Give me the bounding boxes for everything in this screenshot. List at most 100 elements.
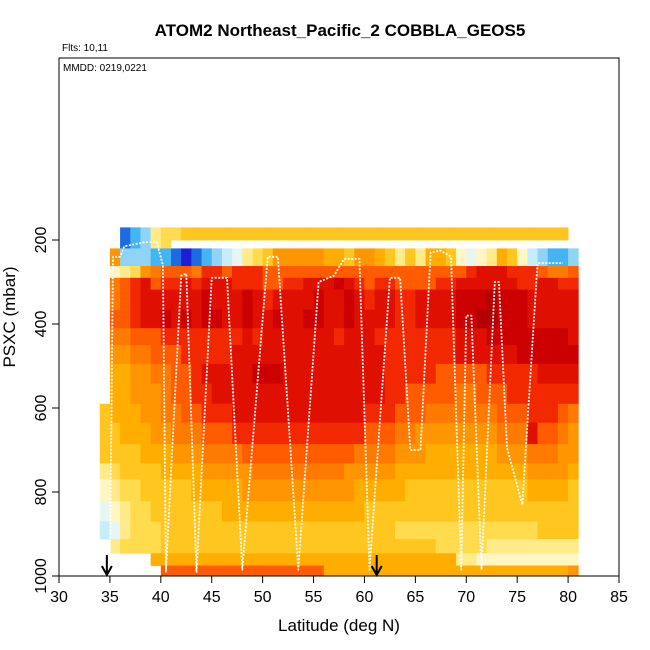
heatmap-cell bbox=[242, 539, 253, 554]
heatmap-cell bbox=[568, 479, 579, 502]
heatmap-cell bbox=[527, 539, 538, 554]
heatmap-cell bbox=[466, 248, 477, 267]
heatmap-cell bbox=[547, 422, 559, 445]
heatmap-cell bbox=[252, 422, 264, 445]
heatmap-cell bbox=[323, 479, 335, 502]
heatmap-cell bbox=[109, 309, 121, 329]
heatmap-cell bbox=[272, 501, 284, 522]
heatmap-cell bbox=[191, 383, 202, 405]
heatmap-cell bbox=[120, 345, 131, 365]
heatmap-cell bbox=[415, 403, 426, 424]
x-tick-label: 55 bbox=[305, 589, 323, 606]
y-tick-label: 800 bbox=[33, 479, 50, 506]
heatmap-cell bbox=[344, 289, 355, 311]
heatmap-cell bbox=[496, 227, 508, 241]
heatmap-cell bbox=[537, 289, 549, 311]
heatmap-cell bbox=[456, 309, 467, 329]
heatmap-cell bbox=[384, 501, 396, 522]
heatmap-cell bbox=[201, 539, 213, 554]
heatmap-cell bbox=[527, 444, 538, 464]
heatmap-cell bbox=[354, 227, 365, 241]
heatmap-cell bbox=[323, 501, 335, 522]
heatmap-cell bbox=[333, 553, 345, 566]
heatmap-cell bbox=[272, 383, 284, 405]
heatmap-cell bbox=[476, 521, 488, 540]
heatmap-cell bbox=[547, 463, 559, 480]
heatmap-cell bbox=[303, 444, 314, 464]
heatmap-cell bbox=[303, 345, 314, 365]
heatmap-cell bbox=[354, 553, 365, 566]
heatmap-cell bbox=[303, 565, 314, 577]
heatmap-cell bbox=[160, 240, 172, 249]
heatmap-cell bbox=[517, 289, 528, 311]
heatmap-cell bbox=[323, 521, 335, 540]
heatmap-cell bbox=[293, 463, 304, 480]
heatmap-cell bbox=[435, 463, 447, 480]
heatmap-cell bbox=[537, 248, 549, 267]
heatmap-cell bbox=[211, 363, 223, 385]
heatmap-cell bbox=[435, 383, 447, 405]
heatmap-cell bbox=[150, 479, 162, 502]
heatmap-cell bbox=[232, 501, 243, 522]
heatmap-cell bbox=[140, 240, 152, 249]
heatmap-cell bbox=[507, 277, 518, 290]
heatmap-cell bbox=[293, 565, 304, 577]
heatmap-cell bbox=[527, 227, 538, 241]
heatmap-cell bbox=[293, 289, 304, 311]
heatmap-cell bbox=[374, 553, 386, 566]
heatmap-cell bbox=[344, 565, 355, 577]
heatmap-cell bbox=[211, 227, 223, 241]
heatmap-cell bbox=[354, 521, 365, 540]
heatmap-cell bbox=[150, 444, 162, 464]
heatmap-cell bbox=[150, 422, 162, 445]
heatmap-cell bbox=[425, 565, 437, 577]
heatmap-cell bbox=[313, 501, 325, 522]
heatmap-cell bbox=[252, 463, 264, 480]
heatmap-cell bbox=[466, 383, 477, 405]
heatmap-cell bbox=[181, 521, 192, 540]
heatmap-cell bbox=[364, 479, 376, 502]
heatmap-cell bbox=[466, 227, 477, 241]
heatmap-cell bbox=[507, 363, 518, 385]
heatmap-cell bbox=[456, 539, 467, 554]
heatmap-cell bbox=[415, 289, 426, 311]
heatmap-cell bbox=[344, 248, 355, 267]
heatmap-cell bbox=[384, 444, 396, 464]
heatmap-cell bbox=[211, 521, 223, 540]
heatmap-cell bbox=[405, 501, 416, 522]
heatmap-cell bbox=[283, 289, 294, 311]
heatmap-cell bbox=[150, 383, 162, 405]
heatmap-cell bbox=[272, 444, 284, 464]
heatmap-cell bbox=[537, 309, 549, 329]
heatmap-cell bbox=[354, 345, 365, 365]
heatmap-cell bbox=[445, 444, 457, 464]
heatmap-cell bbox=[303, 539, 314, 554]
heatmap-cell bbox=[242, 227, 253, 241]
heatmap-cell bbox=[364, 422, 376, 445]
heatmap-cell bbox=[181, 444, 192, 464]
heatmap-cell bbox=[201, 501, 213, 522]
heatmap-cell bbox=[557, 565, 569, 577]
heatmap-cell bbox=[211, 539, 223, 554]
heatmap-cell bbox=[456, 227, 467, 241]
heatmap-cell bbox=[395, 539, 406, 554]
heatmap-cell bbox=[384, 328, 396, 346]
heatmap-cell bbox=[354, 479, 365, 502]
heatmap-cell bbox=[201, 521, 213, 540]
heatmap-cell bbox=[201, 277, 213, 290]
heatmap-cell bbox=[293, 422, 304, 445]
heatmap-cell bbox=[405, 565, 416, 577]
heatmap-cell bbox=[171, 539, 182, 554]
heatmap-cell bbox=[374, 422, 386, 445]
heatmap-cell bbox=[323, 553, 335, 566]
heatmap-cell bbox=[435, 345, 447, 365]
heatmap-cell bbox=[557, 539, 569, 554]
heatmap-cell bbox=[211, 277, 223, 290]
heatmap-cell bbox=[364, 345, 376, 365]
heatmap-cell bbox=[374, 248, 386, 267]
y-tick-label: 200 bbox=[33, 227, 50, 254]
heatmap-cell bbox=[109, 521, 121, 540]
heatmap-cell bbox=[507, 565, 518, 577]
heatmap-cell bbox=[252, 539, 264, 554]
heatmap-cell bbox=[191, 309, 202, 329]
